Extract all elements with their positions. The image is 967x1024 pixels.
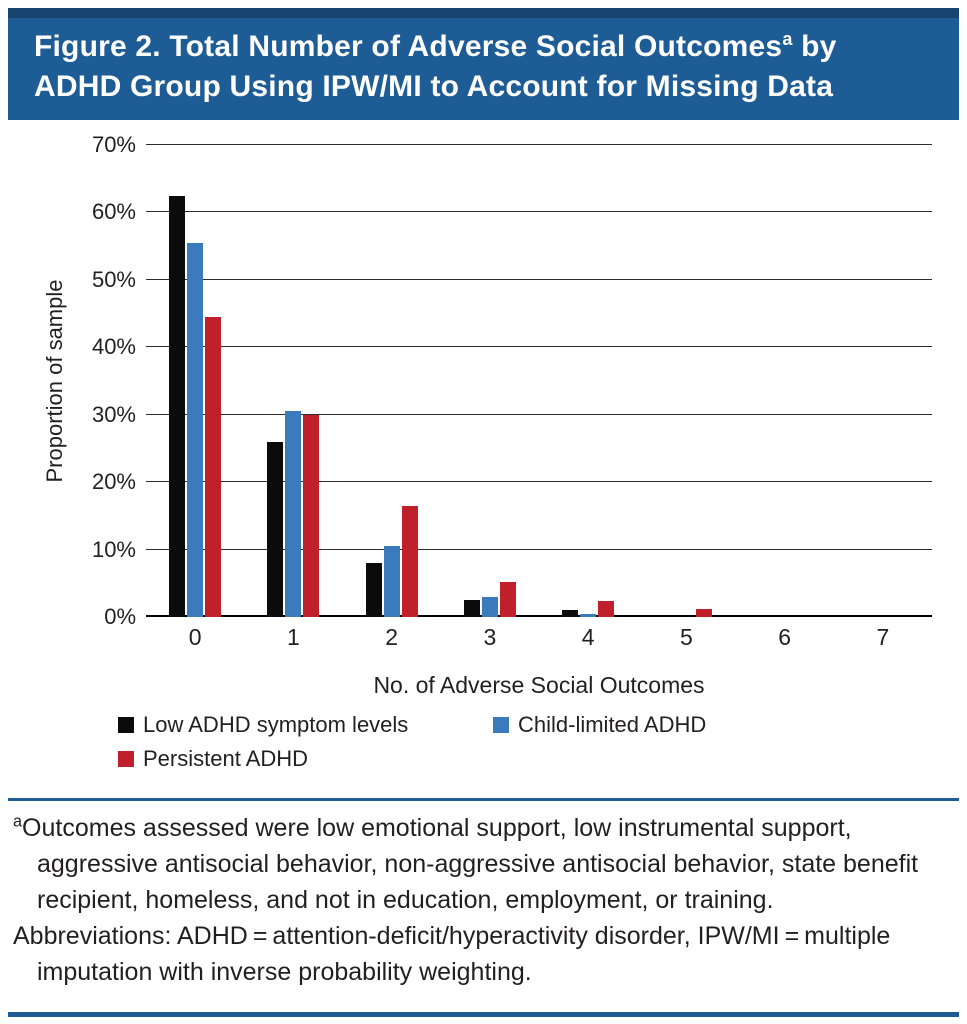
x-tick-label: 7 <box>876 624 890 650</box>
bar-group <box>637 145 735 617</box>
figure-title: Figure 2. Total Number of Adverse Social… <box>34 27 935 107</box>
figure-title-bar: Figure 2. Total Number of Adverse Social… <box>8 8 959 120</box>
bar-group <box>736 145 834 617</box>
gridline <box>146 278 932 280</box>
figure-title-part1: Figure 2. Total Number of Adverse Social… <box>34 30 783 63</box>
gridline <box>146 413 932 415</box>
gridline <box>146 481 932 483</box>
bar-groups <box>146 145 932 617</box>
legend-swatch <box>493 717 509 733</box>
bar-group <box>146 145 244 617</box>
x-tick-label: 4 <box>581 624 595 650</box>
figure-title-part2: by <box>792 30 837 63</box>
y-tick-label: 60% <box>91 199 136 225</box>
bar <box>401 505 418 617</box>
x-axis-title: No. of Adverse Social Outcomes <box>373 672 705 698</box>
figure-title-line2: ADHD Group Using IPW/MI to Account for M… <box>34 70 834 103</box>
gridline <box>146 548 932 550</box>
y-tick-label: 0% <box>104 604 136 629</box>
x-tick-label: 5 <box>679 624 693 650</box>
x-tick-label: 6 <box>778 624 792 650</box>
bar-group <box>343 145 441 617</box>
legend-label: Child-limited ADHD <box>518 712 707 737</box>
legend: Low ADHD symptom levels Child-limited ADH… <box>118 712 858 772</box>
footnote-outcomes: aOutcomes assessed were low emotional su… <box>13 810 943 918</box>
gridline <box>146 211 932 213</box>
y-tick-label: 40% <box>91 334 136 360</box>
footnote-outcomes-text: Outcomes assessed were low emotional sup… <box>22 814 919 914</box>
bar <box>285 411 302 617</box>
footnote-abbreviations: Abbreviations: ADHD = attention-deficit/… <box>13 922 891 986</box>
bar <box>499 581 516 617</box>
legend-swatch <box>118 751 134 767</box>
bar-group <box>834 145 932 617</box>
x-tick-label: 3 <box>483 624 497 650</box>
x-tick-label: 2 <box>385 624 399 650</box>
x-tick-label: 0 <box>188 624 202 650</box>
bar-group <box>244 145 342 617</box>
bar <box>169 195 186 617</box>
y-tick-label: 70% <box>91 132 136 157</box>
bar <box>267 441 284 617</box>
figure-title-superscript: a <box>782 29 793 49</box>
bar <box>383 546 400 617</box>
gridline <box>146 144 932 145</box>
bar <box>187 242 204 617</box>
bar <box>205 316 222 617</box>
footnote: aOutcomes assessed were low emotional su… <box>13 810 943 990</box>
x-tick-label: 1 <box>286 624 300 650</box>
plot-area <box>146 144 932 617</box>
bar-group <box>441 145 539 617</box>
chart: Proportion of sample 0% 10% 20% 30% 40% 50% 60… <box>0 118 967 798</box>
bar <box>303 414 320 617</box>
bar-group <box>539 145 637 617</box>
bar <box>598 600 615 617</box>
x-axis-ticks: 0 1 2 3 4 5 6 7 <box>146 624 932 651</box>
bar <box>696 608 713 617</box>
y-tick-label: 10% <box>91 536 136 562</box>
y-tick-label: 50% <box>91 266 136 292</box>
y-tick-label: 20% <box>91 469 136 495</box>
gridline <box>146 346 932 348</box>
bar <box>463 600 480 617</box>
legend-swatch <box>118 717 134 733</box>
bar <box>562 610 579 617</box>
bar <box>481 596 498 617</box>
x-axis-line <box>146 615 932 617</box>
bar <box>580 613 597 617</box>
legend-item: Low ADHD symptom levels <box>118 712 493 738</box>
legend-label: Low ADHD symptom levels <box>143 712 409 737</box>
y-tick-label: 30% <box>91 401 136 427</box>
bar <box>365 563 382 617</box>
footnote-divider-top <box>8 798 959 801</box>
legend-item: Child-limited ADHD <box>493 712 858 738</box>
y-axis-ticks: 0% 10% 20% 30% 40% 50% 60% 70% <box>0 132 136 629</box>
legend-label: Persistent ADHD <box>143 746 309 771</box>
legend-item: Persistent ADHD <box>118 746 493 772</box>
footnote-superscript: a <box>13 812 23 831</box>
footnote-divider-bottom <box>8 1012 959 1017</box>
